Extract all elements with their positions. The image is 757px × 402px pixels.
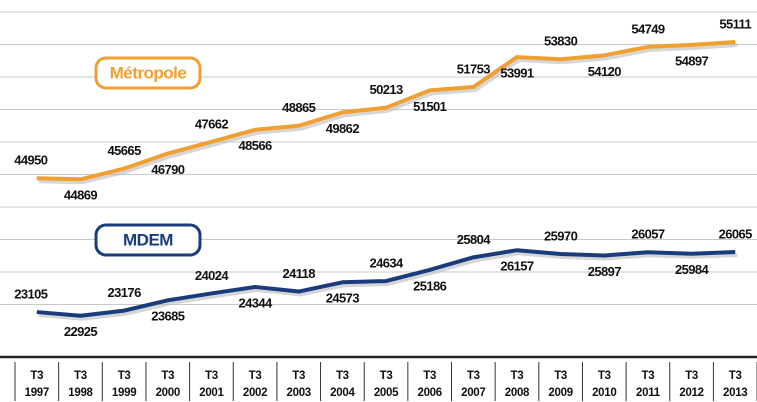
value-label: 24573 (326, 291, 360, 306)
value-label: 47662 (195, 116, 229, 131)
value-label: 25186 (413, 278, 447, 293)
value-label: 26057 (631, 227, 665, 242)
value-label: 45665 (108, 143, 142, 158)
value-label: 46790 (151, 162, 185, 177)
value-label: 25804 (457, 232, 492, 247)
value-label: 23105 (14, 286, 48, 301)
value-label: 24024 (195, 268, 230, 283)
legend-box (94, 56, 202, 90)
line-shadow (38, 251, 738, 321)
value-label: 44869 (64, 188, 98, 203)
value-label: 22925 (64, 324, 98, 339)
series-line (36, 248, 736, 318)
x-tick-label: T3 2001 (199, 370, 224, 399)
value-label: 51753 (457, 61, 491, 76)
x-tick-label: T3 2006 (417, 370, 442, 399)
value-label: 26065 (719, 226, 753, 241)
x-tick-label: T3 2008 (504, 370, 530, 399)
legend-box (94, 223, 202, 257)
legend-label: Métropole (110, 63, 187, 82)
value-label: 24634 (369, 256, 404, 271)
value-label: 24344 (238, 295, 273, 310)
value-label: 26157 (500, 259, 534, 274)
x-tick-label: T3 2009 (548, 370, 573, 399)
x-tick-label: T3 1999 (111, 370, 137, 399)
x-tick-label: T3 2012 (679, 370, 704, 399)
x-tick-label: T3 2010 (592, 370, 617, 399)
x-tick-label: T3 2002 (242, 370, 268, 399)
value-label: 53830 (544, 34, 578, 49)
line-shadow (38, 43, 738, 185)
value-label: 51501 (413, 99, 447, 114)
value-label: 44950 (14, 153, 48, 168)
value-label: 48865 (282, 100, 316, 115)
value-label: 54120 (588, 64, 622, 79)
value-label: 25897 (588, 264, 622, 279)
x-tick-label: T3 1997 (24, 370, 50, 399)
x-tick-label: T3 1998 (68, 370, 93, 399)
value-label: 48566 (238, 138, 272, 153)
legend-label: MDEM (123, 230, 173, 249)
value-label: 23176 (108, 285, 142, 300)
x-tick-label: T3 2013 (723, 370, 748, 399)
value-label: 54749 (631, 21, 665, 36)
value-label: 25970 (544, 228, 578, 243)
x-tick-label: T3 2005 (373, 370, 399, 399)
x-tick-label: T3 2004 (330, 370, 355, 399)
value-label: 50213 (369, 82, 403, 97)
x-tick-label: T3 2011 (636, 370, 660, 399)
value-label: 25984 (675, 262, 710, 277)
x-tick-label: T3 2000 (155, 370, 181, 399)
value-label: 24118 (283, 266, 316, 281)
value-label: 53991 (500, 65, 534, 80)
x-tick-label: T3 2003 (286, 370, 312, 399)
value-label: 23685 (151, 309, 185, 324)
x-tick-label: T3 2007 (461, 370, 486, 399)
series-line (36, 40, 736, 182)
value-label: 54897 (675, 53, 709, 68)
value-label: 49862 (326, 121, 360, 136)
value-label: 55111 (719, 16, 751, 31)
